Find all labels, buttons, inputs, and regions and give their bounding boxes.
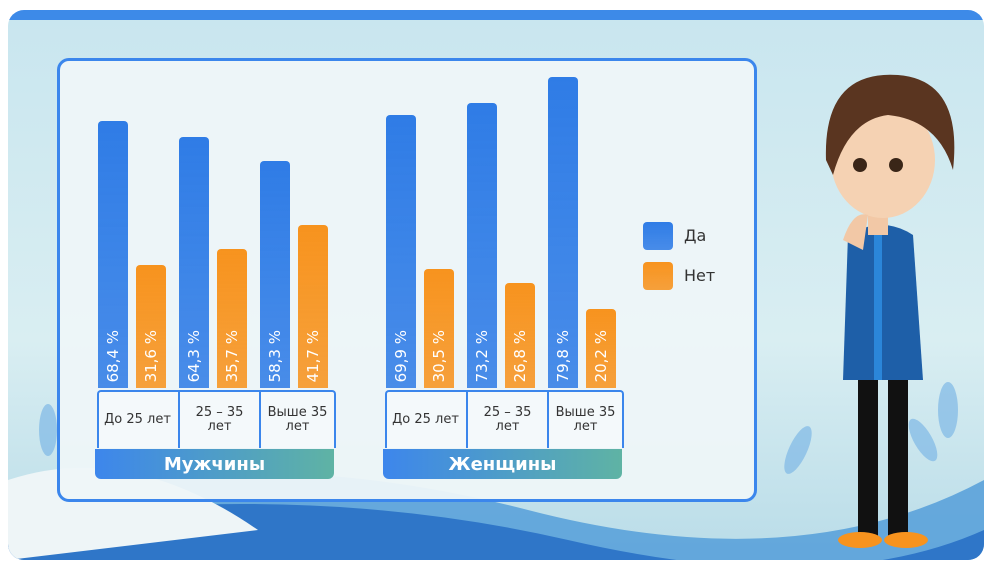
value-label: 79,8 % — [554, 329, 572, 382]
value-label: 31,6 % — [142, 329, 160, 382]
legend-label: Нет — [684, 266, 716, 285]
bar: 64,3 % — [179, 137, 209, 388]
bar: 31,6 % — [136, 264, 166, 388]
value-label: 30,5 % — [430, 329, 448, 382]
group-label: Мужчины — [95, 449, 334, 479]
category-box: До 25 лет 25 – 35 лет Выше 35 лет — [385, 390, 624, 448]
x-tick-label: До 25 лет — [104, 412, 171, 427]
value-label: 58,3 % — [266, 329, 284, 382]
bar: 30,5 % — [424, 269, 454, 388]
x-tick-label: 25 – 35 лет — [178, 392, 259, 448]
x-tick-label: Выше 35 лет — [547, 392, 622, 448]
legend-swatch — [643, 262, 673, 290]
bar: 26,8 % — [505, 283, 535, 388]
legend-label: Да — [684, 226, 707, 245]
value-label: 69,9 % — [392, 329, 410, 382]
bar: 41,7 % — [298, 225, 328, 388]
category-box: До 25 лет 25 – 35 лет Выше 35 лет — [97, 390, 336, 448]
x-tick-label: Выше 35 лет — [259, 392, 334, 448]
value-label: 41,7 % — [304, 329, 322, 382]
bar: 79,8 % — [548, 76, 578, 388]
value-label: 20,2 % — [592, 329, 610, 382]
bar: 69,9 % — [386, 115, 416, 388]
x-tick-label: 25 – 35 лет — [466, 392, 547, 448]
group-label: Женщины — [383, 449, 622, 479]
wave — [8, 504, 984, 560]
bar: 68,4 % — [98, 121, 128, 388]
bar: 73,2 % — [467, 102, 497, 388]
bar: 20,2 % — [586, 309, 616, 388]
x-tick-label: До 25 лет — [392, 412, 459, 427]
value-label: 35,7 % — [223, 329, 241, 382]
bar: 58,3 % — [260, 160, 290, 388]
value-label: 73,2 % — [473, 329, 491, 382]
bar: 35,7 % — [217, 248, 247, 388]
value-label: 64,3 % — [185, 329, 203, 382]
character — [825, 74, 955, 548]
legend-swatch — [643, 222, 673, 250]
value-label: 68,4 % — [104, 329, 122, 382]
value-label: 26,8 % — [511, 329, 529, 382]
plant — [39, 382, 958, 474]
